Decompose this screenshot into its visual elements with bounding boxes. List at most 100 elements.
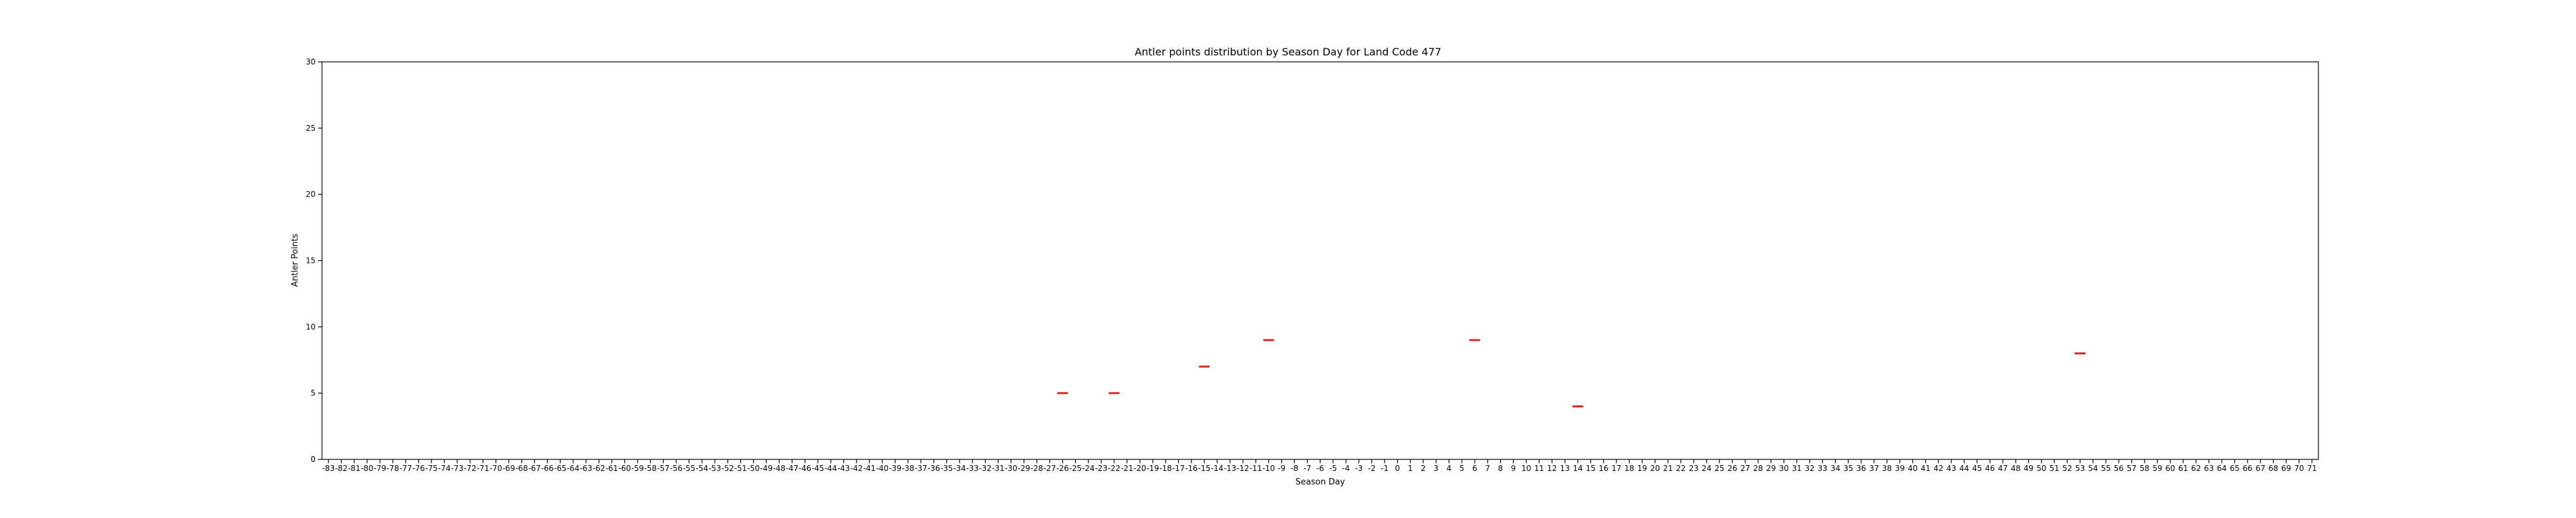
x-tick-label: -25 — [1069, 464, 1082, 473]
x-tick-label: -52 — [721, 464, 734, 473]
x-tick-label: 57 — [2126, 464, 2136, 473]
x-tick-label: 51 — [2049, 464, 2059, 473]
x-tick-label: 9 — [1511, 464, 1516, 473]
x-tick-label: -22 — [1108, 464, 1121, 473]
x-tick-label: 38 — [1882, 464, 1891, 473]
x-tick-label: 10 — [1521, 464, 1531, 473]
x-tick-label: 64 — [2217, 464, 2226, 473]
chart-title: Antler points distribution by Season Day… — [1135, 46, 1441, 58]
x-tick-label: -13 — [1224, 464, 1236, 473]
x-tick-label: -4 — [1342, 464, 1350, 473]
x-tick-label: -45 — [811, 464, 824, 473]
x-tick-label: 45 — [1972, 464, 1982, 473]
x-tick-label: 63 — [2204, 464, 2213, 473]
x-tick-label: -51 — [734, 464, 747, 473]
x-axis-ticks: -83 -82 -81 -80 -79 -78 -77 -76 -75 -74 -73 -72 -71-… — [322, 459, 2317, 473]
x-tick-label: -83 — [322, 464, 335, 473]
x-tick-label: -30 — [1005, 464, 1018, 473]
y-axis-ticks: 0 5 10 15 20 25 30 — [306, 57, 322, 464]
x-tick-label: -62 — [592, 464, 605, 473]
x-tick-label: -10 — [1262, 464, 1275, 473]
x-tick-label: 49 — [2023, 464, 2033, 473]
x-tick-label: -27 — [1043, 464, 1056, 473]
x-tick-label: 30 — [1779, 464, 1788, 473]
x-tick-label: 39 — [1895, 464, 1904, 473]
x-tick-label: -61 — [605, 464, 618, 473]
x-tick-label: -56 — [670, 464, 683, 473]
x-tick-label: -1 — [1381, 464, 1388, 473]
x-tick-label: -63 — [580, 464, 592, 473]
x-tick-label: 18 — [1624, 464, 1634, 473]
x-tick-label: 20 — [1650, 464, 1660, 473]
x-tick-label: 32 — [1804, 464, 1814, 473]
x-tick-label: -54 — [696, 464, 708, 473]
x-tick-label: 28 — [1753, 464, 1763, 473]
x-tick-label: 53 — [2075, 464, 2085, 473]
x-tick-label: 48 — [2011, 464, 2020, 473]
x-tick-label: 67 — [2255, 464, 2265, 473]
x-tick-label: 37 — [1869, 464, 1879, 473]
x-tick-label: -81 — [348, 464, 361, 473]
x-tick-label: -43 — [837, 464, 850, 473]
x-tick-label: -48 — [773, 464, 786, 473]
x-tick-label: -14 — [1211, 464, 1224, 473]
x-tick-label: -76 — [412, 464, 425, 473]
x-tick-label: -21 — [1121, 464, 1133, 473]
x-tick-label: -32 — [979, 464, 992, 473]
x-tick-label: -80 — [361, 464, 374, 473]
x-tick-label: -34 — [953, 464, 966, 473]
y-tick-label: 15 — [306, 256, 316, 265]
x-tick-label: -40 — [876, 464, 889, 473]
x-tick-label: 24 — [1701, 464, 1711, 473]
x-tick-label: -60 — [618, 464, 631, 473]
x-tick-label: -15 — [1198, 464, 1211, 473]
y-tick-label: 10 — [306, 322, 316, 331]
x-tick-label: 65 — [2230, 464, 2239, 473]
x-tick-label: -71 — [477, 464, 489, 473]
x-tick-label: -57 — [657, 464, 670, 473]
x-tick-label: -36 — [927, 464, 940, 473]
x-tick-label: -5 — [1329, 464, 1337, 473]
x-tick-label: 5 — [1459, 464, 1464, 473]
x-tick-label: 71 — [2307, 464, 2316, 473]
x-tick-label: 8 — [1498, 464, 1503, 473]
x-tick-label: 15 — [1586, 464, 1595, 473]
y-tick-label: 30 — [306, 57, 316, 66]
x-tick-label: 13 — [1560, 464, 1569, 473]
x-tick-label: 2 — [1421, 464, 1426, 473]
x-tick-label: 56 — [2114, 464, 2123, 473]
x-tick-label: -9 — [1278, 464, 1285, 473]
x-tick-label: -17 — [1172, 464, 1185, 473]
x-tick-label: -49 — [760, 464, 773, 473]
x-tick-label: 59 — [2152, 464, 2162, 473]
x-tick-label: -47 — [786, 464, 799, 473]
x-tick-label: 54 — [2088, 464, 2098, 473]
x-tick-label: -39 — [889, 464, 902, 473]
x-tick-label: 50 — [2036, 464, 2046, 473]
x-tick-label: -35 — [940, 464, 953, 473]
x-tick-label: -8 — [1291, 464, 1298, 473]
x-tick-label: -78 — [386, 464, 399, 473]
plot-frame — [321, 61, 2319, 460]
x-tick-label: -12 — [1236, 464, 1249, 473]
x-tick-label: -75 — [425, 464, 438, 473]
x-tick-label: 62 — [2191, 464, 2201, 473]
x-tick-label: -29 — [1018, 464, 1030, 473]
x-tick-label: 42 — [1933, 464, 1943, 473]
x-tick-label: -38 — [902, 464, 914, 473]
x-tick-label: 34 — [1830, 464, 1840, 473]
x-tick-label: 46 — [1985, 464, 1994, 473]
data-series — [1057, 339, 2086, 408]
x-tick-label: -65 — [554, 464, 567, 473]
x-tick-label: 21 — [1663, 464, 1672, 473]
x-tick-label: -59 — [631, 464, 644, 473]
x-tick-label: -58 — [644, 464, 657, 473]
x-tick-label: 1 — [1408, 464, 1413, 473]
x-tick-label: 11 — [1534, 464, 1544, 473]
x-tick-label: -53 — [708, 464, 721, 473]
x-tick-label: 27 — [1740, 464, 1750, 473]
x-tick-label: -44 — [824, 464, 837, 473]
x-tick-label: -19 — [1146, 464, 1159, 473]
x-tick-label: -18 — [1159, 464, 1172, 473]
